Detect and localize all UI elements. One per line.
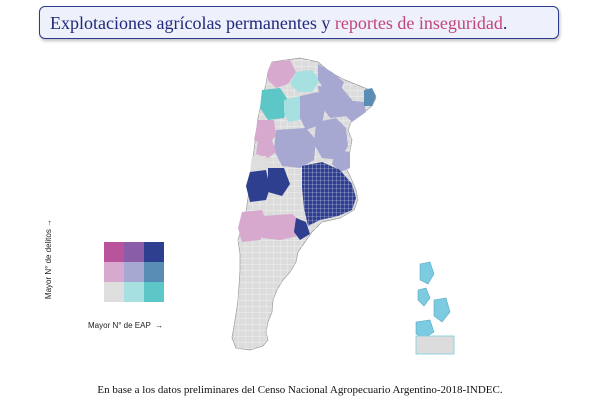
region-misiones (364, 88, 376, 106)
region-corrientes (344, 100, 366, 122)
legend-cell-1-2 (144, 262, 164, 282)
region-formosa (318, 64, 344, 92)
region-salta-north (290, 70, 320, 92)
region-entre-rios (332, 150, 350, 172)
legend-cell-0-1 (124, 242, 144, 262)
region-mendoza (246, 170, 270, 202)
region-catamarca (254, 120, 276, 146)
malvinas-islands (417, 287, 431, 307)
region-cordoba (274, 128, 316, 168)
bivariate-legend (104, 242, 164, 302)
region-chaco (318, 86, 352, 118)
region-santiago (300, 92, 326, 130)
legend-cell-1-0 (104, 262, 124, 282)
title-highlight: reportes de inseguridad (334, 13, 503, 33)
region-rio-negro-coast (294, 218, 310, 240)
legend-y-axis-label: Mayor N° de delitos → (44, 218, 53, 300)
region-santa-fe (314, 118, 348, 160)
map-title: Explotaciones agrícolas permanentes y re… (39, 6, 559, 39)
region-la-rioja (256, 140, 276, 158)
region-rio-negro (262, 214, 302, 240)
legend-cell-2-2 (144, 282, 164, 302)
legend-cell-0-2 (144, 242, 164, 262)
legend-cell-2-1 (124, 282, 144, 302)
legend-cell-0-0 (104, 242, 124, 262)
legend-cell-2-0 (104, 282, 124, 302)
caption: En base a los datos preliminares del Cen… (97, 384, 503, 396)
region-neuquen (238, 210, 268, 242)
antarctic-inset (415, 335, 455, 355)
legend-cell-1-1 (124, 262, 144, 282)
south-islands-3 (415, 319, 435, 339)
region-salta-central (260, 88, 288, 120)
title-period: . (502, 13, 508, 33)
region-jujuy (268, 60, 296, 88)
south-islands-2 (433, 297, 451, 323)
south-islands-1 (419, 261, 435, 285)
buenos-aires-borders (302, 162, 356, 226)
legend-x-axis-label: Mayor N° de EAP → (88, 321, 164, 330)
region-san-luis (268, 168, 290, 196)
title-text: Explotaciones agrícolas permanentes y (50, 13, 335, 33)
